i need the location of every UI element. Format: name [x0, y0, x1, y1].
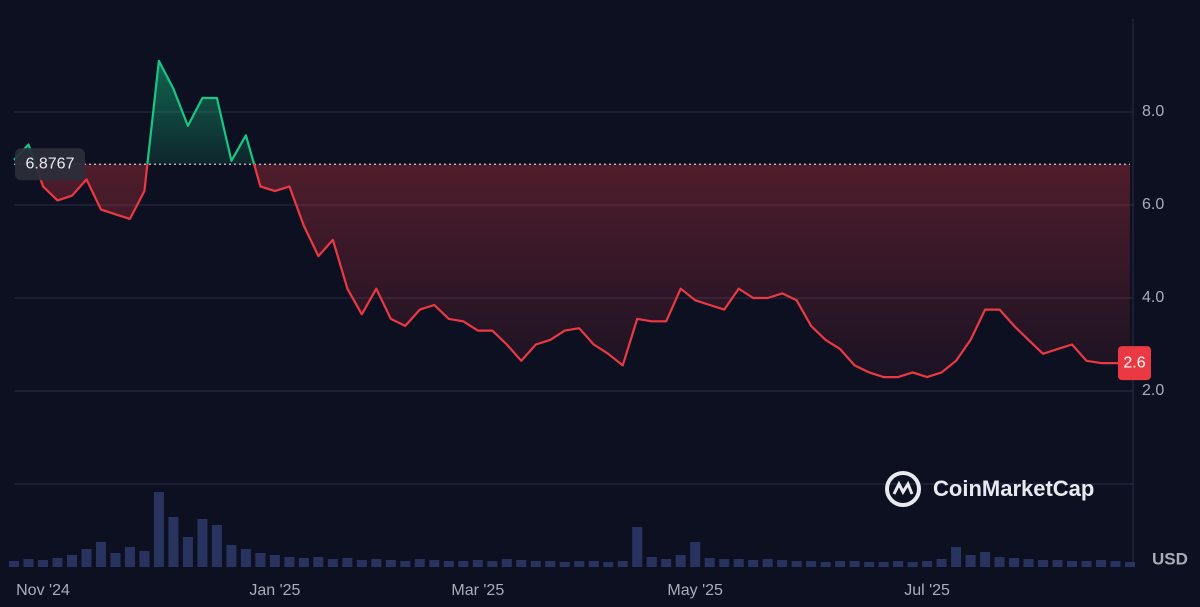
- y-tick-label: 8.0: [1142, 103, 1164, 120]
- volume-bar: [545, 561, 556, 567]
- volume-bar: [110, 553, 121, 567]
- volume-bar: [704, 558, 715, 567]
- volume-bar: [559, 562, 570, 567]
- volume-bar: [52, 558, 63, 567]
- volume-bar: [864, 562, 875, 567]
- volume-bar: [791, 561, 802, 567]
- baseline-label-box: [15, 148, 85, 181]
- volume-bar: [1038, 560, 1049, 567]
- volume-bar: [893, 561, 904, 567]
- x-tick-label: Mar '25: [451, 582, 504, 599]
- volume-bar: [269, 555, 280, 567]
- volume-bar: [1081, 561, 1092, 567]
- volume-bar: [965, 555, 976, 567]
- volume-bar: [516, 560, 527, 567]
- volume-bar: [777, 560, 788, 567]
- volume-bar: [400, 561, 411, 567]
- volume-bar: [922, 561, 933, 567]
- volume-bar: [719, 559, 730, 567]
- logo: [885, 471, 921, 507]
- volume-bar: [298, 558, 309, 567]
- volume-bar: [748, 560, 759, 567]
- volume-bar: [487, 561, 498, 567]
- volume-bar: [472, 560, 483, 567]
- baseline-label: 6.8767: [26, 155, 75, 172]
- y-tick-label: 2.0: [1142, 382, 1164, 399]
- volume-bar: [1023, 559, 1034, 567]
- volume-bar: [690, 542, 701, 567]
- volume-bar: [95, 542, 106, 567]
- x-tick-label: Jan '25: [249, 582, 300, 599]
- volume-bar: [124, 547, 135, 567]
- last-price-box: [1118, 346, 1151, 381]
- volume-bar: [907, 562, 918, 567]
- volume-bar: [661, 559, 672, 567]
- x-tick-label: Nov '24: [16, 582, 70, 599]
- watermark-text: CoinMarketCap: [933, 476, 1094, 501]
- volume-bar: [617, 561, 628, 567]
- logo-mark: [892, 480, 914, 496]
- last-price-label: 2.6: [1123, 354, 1145, 371]
- volume-bar: [1009, 558, 1020, 567]
- volume-bar: [835, 561, 846, 567]
- volume-bar: [632, 527, 643, 567]
- y-tick-label: 4.0: [1142, 289, 1164, 306]
- price-line: [13, 59, 1130, 379]
- volume-bar: [936, 559, 947, 567]
- volume-bar: [153, 492, 164, 567]
- volume-bar: [675, 555, 686, 567]
- volume-bar: [1052, 560, 1063, 567]
- volume-bar: [1067, 561, 1078, 567]
- volume-bar: [240, 549, 251, 567]
- volume-bar: [342, 558, 353, 567]
- volume-bar: [820, 562, 831, 567]
- volume-bar: [429, 560, 440, 567]
- volume-bar: [603, 562, 614, 567]
- volume-bar: [1110, 561, 1121, 567]
- volume-bar: [646, 557, 657, 567]
- volume-bar: [182, 537, 193, 567]
- x-tick-label: May '25: [667, 582, 723, 599]
- volume-bar: [806, 561, 817, 567]
- volume-bar: [501, 559, 512, 567]
- watermark: CoinMarketCap: [885, 471, 1094, 507]
- volume-bar: [980, 552, 991, 567]
- area: [14, 60, 1130, 378]
- volume-bar: [168, 517, 179, 567]
- volume-bar: [443, 561, 454, 567]
- volume-bar: [81, 549, 92, 567]
- volume-bar: [211, 525, 222, 567]
- volume-bar: [197, 519, 208, 567]
- currency-label: USD: [1152, 549, 1188, 568]
- volume-bar: [371, 559, 382, 567]
- volume-bar: [1125, 562, 1135, 567]
- volume-bar: [458, 561, 469, 567]
- volume-bar: [139, 551, 150, 567]
- y-tick-label: 6.0: [1142, 196, 1164, 213]
- volume-bar: [66, 555, 77, 567]
- volume-bar: [255, 553, 266, 567]
- volume-bar: [414, 559, 425, 567]
- volume-bar: [23, 559, 34, 567]
- volume-bar: [849, 561, 860, 567]
- volume-bar: [588, 561, 599, 567]
- volume-bar: [226, 545, 237, 567]
- volume-bar: [951, 547, 962, 567]
- volume-bar: [878, 562, 889, 567]
- volume-bar: [284, 557, 295, 567]
- volume-bar: [313, 557, 324, 567]
- volume-bar: [356, 560, 367, 567]
- volume-bar: [327, 559, 338, 567]
- volume-bar: [530, 561, 541, 567]
- volume-bar: [37, 560, 48, 567]
- volume-bar: [994, 557, 1005, 567]
- volume-bar: [9, 561, 19, 567]
- volume-bar: [1096, 560, 1107, 567]
- volume-bar: [385, 560, 396, 567]
- x-tick-label: Jul '25: [904, 582, 950, 599]
- volume-bar: [762, 559, 773, 567]
- volume-bar: [733, 559, 744, 567]
- volume-bar: [574, 561, 585, 567]
